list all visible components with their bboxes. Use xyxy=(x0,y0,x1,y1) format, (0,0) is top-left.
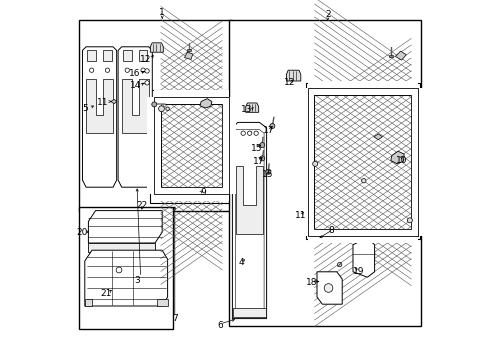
Text: 20: 20 xyxy=(76,228,88,237)
Circle shape xyxy=(90,68,94,72)
Text: 11: 11 xyxy=(295,211,307,220)
Polygon shape xyxy=(353,238,374,277)
Bar xyxy=(229,20,421,326)
Polygon shape xyxy=(200,99,212,108)
Polygon shape xyxy=(395,51,406,60)
Bar xyxy=(222,97,236,194)
Text: 16: 16 xyxy=(129,69,141,78)
Bar xyxy=(149,90,232,203)
Circle shape xyxy=(166,107,170,111)
Polygon shape xyxy=(150,43,163,52)
Text: 7: 7 xyxy=(172,314,178,323)
Circle shape xyxy=(145,69,149,73)
Text: 12: 12 xyxy=(140,55,152,64)
Circle shape xyxy=(247,131,252,135)
Bar xyxy=(147,97,161,194)
Text: 14: 14 xyxy=(129,81,141,90)
Polygon shape xyxy=(154,97,229,194)
Bar xyxy=(308,229,418,243)
Polygon shape xyxy=(286,70,301,81)
Bar xyxy=(103,50,112,61)
Bar xyxy=(79,20,232,211)
Circle shape xyxy=(266,169,271,174)
Polygon shape xyxy=(157,299,168,306)
Text: 11: 11 xyxy=(97,98,109,107)
Text: 15: 15 xyxy=(262,170,273,179)
Circle shape xyxy=(125,68,129,72)
Circle shape xyxy=(362,179,366,183)
Circle shape xyxy=(116,267,122,273)
Polygon shape xyxy=(85,250,168,306)
Text: 19: 19 xyxy=(353,267,364,276)
Circle shape xyxy=(141,68,145,72)
Circle shape xyxy=(407,218,413,223)
Bar xyxy=(187,49,191,51)
Polygon shape xyxy=(374,134,383,140)
Text: 12: 12 xyxy=(284,78,295,87)
Polygon shape xyxy=(236,166,263,234)
Circle shape xyxy=(313,161,318,166)
Polygon shape xyxy=(88,211,162,243)
Polygon shape xyxy=(315,95,411,229)
Polygon shape xyxy=(185,52,193,59)
Bar xyxy=(87,50,96,61)
Bar xyxy=(139,50,147,61)
Bar xyxy=(411,88,425,236)
Bar xyxy=(154,90,229,104)
Text: 17: 17 xyxy=(252,157,264,166)
Text: 15: 15 xyxy=(251,144,262,153)
Polygon shape xyxy=(161,104,222,187)
Circle shape xyxy=(270,123,275,129)
Polygon shape xyxy=(302,209,308,214)
Circle shape xyxy=(105,68,110,72)
Text: 21: 21 xyxy=(101,289,112,298)
Polygon shape xyxy=(88,243,155,252)
Circle shape xyxy=(254,131,258,135)
Polygon shape xyxy=(235,130,264,315)
Text: 3: 3 xyxy=(134,276,140,285)
Polygon shape xyxy=(86,79,113,133)
Circle shape xyxy=(241,131,245,135)
Bar xyxy=(308,81,418,95)
Polygon shape xyxy=(111,99,117,104)
Circle shape xyxy=(260,156,265,161)
Circle shape xyxy=(145,81,149,85)
Polygon shape xyxy=(85,299,92,306)
Text: 22: 22 xyxy=(137,201,148,210)
Bar xyxy=(79,207,173,329)
Polygon shape xyxy=(317,272,342,304)
Polygon shape xyxy=(391,151,404,164)
Bar xyxy=(123,50,132,61)
Bar xyxy=(301,88,315,236)
Text: 2: 2 xyxy=(325,10,331,19)
Bar xyxy=(154,187,229,201)
Polygon shape xyxy=(308,88,418,236)
Circle shape xyxy=(260,143,265,148)
Text: 9: 9 xyxy=(201,188,206,197)
Text: 10: 10 xyxy=(396,156,407,165)
Circle shape xyxy=(152,102,157,107)
Text: 17: 17 xyxy=(263,126,274,135)
Polygon shape xyxy=(233,308,266,317)
Text: 5: 5 xyxy=(83,104,88,112)
Polygon shape xyxy=(82,47,117,187)
Text: 1: 1 xyxy=(159,8,165,17)
Text: 18: 18 xyxy=(306,278,318,287)
Circle shape xyxy=(338,262,342,267)
Circle shape xyxy=(324,284,333,292)
Bar xyxy=(389,55,392,57)
Polygon shape xyxy=(118,47,152,187)
Polygon shape xyxy=(245,103,259,112)
Polygon shape xyxy=(122,79,148,133)
Circle shape xyxy=(159,106,164,112)
Text: 8: 8 xyxy=(328,226,334,235)
Text: 4: 4 xyxy=(239,258,244,267)
Text: 6: 6 xyxy=(217,321,222,330)
Text: 13: 13 xyxy=(241,105,252,114)
Polygon shape xyxy=(232,122,267,319)
Bar xyxy=(306,83,419,239)
